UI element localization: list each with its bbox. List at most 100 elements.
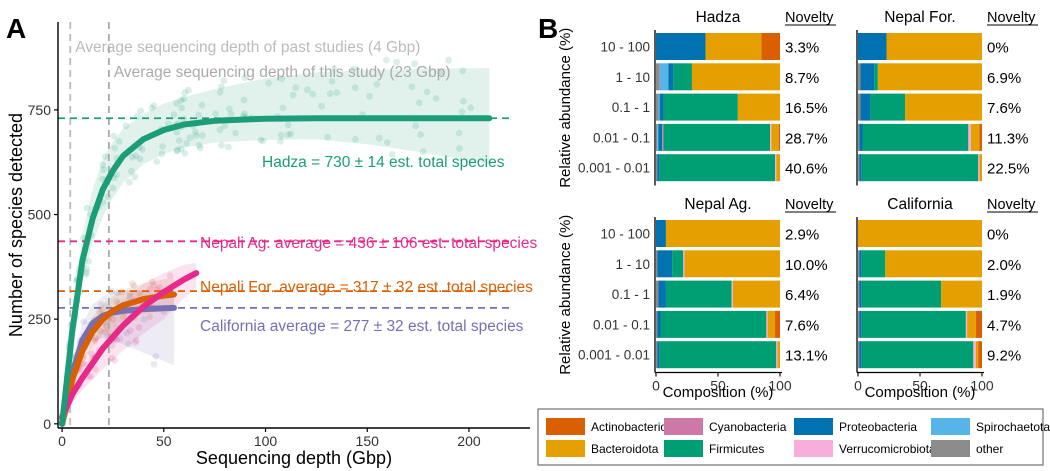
bar-segment-proteobacteria <box>859 310 862 338</box>
bar-segment-firmicutes <box>659 154 776 182</box>
scatter-point-hadza <box>158 150 166 158</box>
panel-label-b: B <box>538 13 558 44</box>
scatter-point-hadza <box>159 143 167 150</box>
scatter-point-hadza <box>455 129 463 137</box>
scatter-point-hadza <box>419 148 427 156</box>
scatter-point-california <box>152 352 160 360</box>
scatter-point-hadza <box>278 75 286 82</box>
scatter-point-hadza <box>177 145 185 153</box>
scatter-point-hadza <box>99 161 107 169</box>
scatter-point-california <box>98 301 105 309</box>
scatter-point-nepali-ag- <box>133 336 140 344</box>
x-tick-label: 200 <box>457 433 481 449</box>
bar-segment-firmicutes <box>665 280 732 308</box>
scatter-point-hadza <box>423 88 431 96</box>
scatter-point-california <box>150 281 158 289</box>
scatter-point-hadza <box>333 89 341 96</box>
novelty-header: Novelty <box>987 197 1036 213</box>
bar-segment-verrucomicrobiota <box>776 341 778 369</box>
panel-label-a: A <box>6 13 26 44</box>
bar-segment-other <box>858 310 860 338</box>
fit-curve-hadza <box>59 115 493 427</box>
bar-segment-firmicutes <box>861 250 886 278</box>
bar-segment-proteobacteria <box>656 220 666 247</box>
facet-x-tick-label: 100 <box>768 378 792 394</box>
legend-swatch-verrucomicrobiota <box>794 440 833 457</box>
bar-segment-proteobacteria <box>659 93 664 121</box>
novelty-value: 0% <box>987 227 1009 244</box>
scatter-point-hadza <box>148 104 156 112</box>
novelty-value: 16.5% <box>785 100 828 117</box>
scatter-point-hadza <box>122 122 130 130</box>
scatter-point-hadza <box>136 155 144 163</box>
novelty-header: Novelty <box>785 197 834 213</box>
scatter-point-hadza <box>279 104 287 112</box>
facet-california: California Novelty 0% 2.0% 1.9% 4.7% 9.2% 0 50 10… <box>854 196 1038 401</box>
scatter-point-nepali-ag- <box>166 272 174 280</box>
bar-segment-proteobacteria <box>859 341 862 369</box>
scatter-point-hadza <box>132 152 140 160</box>
bar-segment-bacteroidota <box>886 33 982 60</box>
facet-x-tick-label: 50 <box>912 378 928 394</box>
scatter-point-hadza <box>220 77 228 84</box>
bar-segment-proteobacteria <box>656 33 706 60</box>
bar-segment-firmicutes <box>660 310 767 338</box>
bar-segment-other <box>858 250 860 278</box>
bar-segment-bacteroidota <box>975 341 979 369</box>
scatter-point-hadza <box>467 104 475 112</box>
bar-segment-other <box>858 63 861 91</box>
bar-segment-bacteroidota <box>967 310 976 338</box>
scatter-point-nepali-ag- <box>91 337 99 344</box>
scatter-point-hadza <box>192 132 200 140</box>
scatter-point-hadza <box>216 88 224 96</box>
bar-segment-proteobacteria <box>858 33 887 60</box>
legend-label-cyanobacteria: Cyanobacteria <box>709 420 787 434</box>
scatter-point-hadza <box>181 89 189 97</box>
scatter-point-hadza <box>173 128 181 136</box>
scatter-point-hadza <box>101 153 109 160</box>
bar-segment-bacteroidota <box>941 280 982 308</box>
scatter-point-california <box>116 335 124 343</box>
scatter-point-nepali-for- <box>96 308 103 315</box>
scatter-point-nepali-ag- <box>87 373 94 380</box>
facet-nepal-for-: Nepal For. Novelty 0% 6.9% 7.6% 11.3% 22.5% <box>856 9 1038 186</box>
scatter-point-hadza <box>125 178 133 186</box>
scatter-point-hadza <box>150 102 158 109</box>
bar-segment-firmicutes <box>861 341 974 369</box>
phylum-legend: Actinobacteriota Cyanobacteria Proteobacte… <box>537 408 1050 466</box>
facet-x-tick-label: 100 <box>970 378 994 394</box>
scatter-point-hadza <box>458 108 466 116</box>
bar-segment-other <box>656 123 658 151</box>
facet-title: California <box>887 196 953 213</box>
scatter-point-hadza <box>240 96 248 104</box>
fit-curve-nepali-ag- <box>59 270 200 421</box>
bar-segment-spirochaetota <box>658 93 660 121</box>
scatter-point-nepali-ag- <box>92 365 99 373</box>
category-label: 0.001 - 0.01 <box>578 348 650 363</box>
bar-segment-other <box>858 341 860 369</box>
bar-segment-firmicutes <box>663 93 738 121</box>
facet-title: Nepal For. <box>884 9 956 26</box>
scatter-point-hadza <box>241 74 249 82</box>
bar-segment-bacteroidota <box>777 341 780 369</box>
scatter-point-hadza <box>292 84 300 91</box>
facet-x-axis-title: Composition (%) <box>865 384 976 401</box>
scatter-point-hadza <box>408 83 416 91</box>
legend-label-other: other <box>976 442 1003 456</box>
scatter-point-hadza <box>198 101 206 109</box>
scatter-point-california <box>140 315 148 323</box>
bar-segment-bacteroidota <box>684 250 780 278</box>
bar-segment-spirochaetota <box>659 63 669 91</box>
facet-hadza: Hadza Novelty 3.3% 10 - 100 8.7% 1 - 10 16.5% 0… <box>557 9 836 188</box>
bar-segment-firmicutes <box>870 93 906 121</box>
bar-segment-other <box>656 250 658 278</box>
scatter-point-nepali-for- <box>136 290 144 297</box>
scatter-point-hadza <box>411 60 418 67</box>
bar-segment-other <box>656 93 659 121</box>
legend-swatch-other <box>931 440 970 457</box>
bar-segment-other <box>858 93 861 121</box>
x-tick-label: 0 <box>58 433 66 449</box>
bar-segment-bacteroidota <box>885 250 982 278</box>
scatter-point-hadza <box>178 104 186 112</box>
bar-segment-proteobacteria <box>657 310 661 338</box>
